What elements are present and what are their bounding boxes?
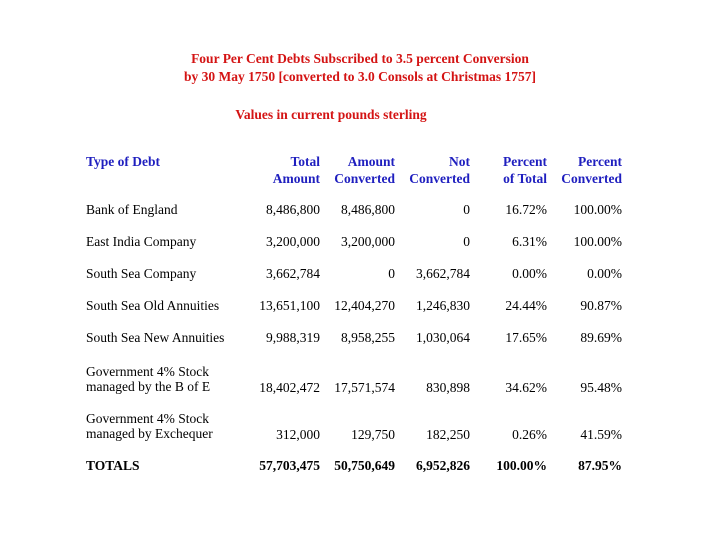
totals-not-converted: 6,952,826 [416,458,470,473]
cell-total-amount: 9,988,319 [266,330,320,345]
row-debt-type-line-1: South Sea Company [86,266,197,281]
cell-amount-converted: 12,404,270 [334,298,395,313]
header-converted-line-1: Amount [347,154,395,169]
cell-not-converted: 0 [463,202,470,217]
cell-total-amount: 8,486,800 [266,202,320,217]
row-debt-type: Bank of England [86,202,177,217]
cell-total-amount: 312,000 [276,427,320,442]
cell-total-amount: 18,402,472 [259,380,320,395]
header-percent-of-total: Percent of Total [467,153,547,187]
row-debt-type-line-1: Government 4% Stock [86,411,209,426]
header-total-amount: Total Amount [240,153,320,187]
row-debt-type-line-2: managed by Exchequer [86,426,213,441]
cell-not-converted: 182,250 [426,427,470,442]
row-debt-type: South Sea Old Annuities [86,298,219,313]
cell-percent-of-total: 17.65% [505,330,547,345]
cell-percent-converted: 90.87% [580,298,622,313]
cell-amount-converted: 17,571,574 [334,380,395,395]
cell-percent-of-total: 34.62% [505,380,547,395]
cell-percent-converted: 95.48% [580,380,622,395]
cell-amount-converted: 0 [388,266,395,281]
row-debt-type-line-2: managed by the B of E [86,379,211,394]
header-not-line-1: Not [449,154,470,169]
row-debt-type: East India Company [86,234,196,249]
row-debt-type-line-1: Bank of England [86,202,178,217]
header-not-line-2: Converted [409,171,470,186]
cell-amount-converted: 8,958,255 [341,330,395,345]
totals-percent-of-total: 100.00% [496,458,547,473]
header-percent-converted: Percent Converted [542,153,622,187]
title-line-1: Four Per Cent Debts Subscribed to 3.5 pe… [191,51,529,66]
cell-percent-of-total: 16.72% [505,202,547,217]
cell-not-converted: 3,662,784 [416,266,470,281]
cell-percent-of-total: 0.26% [512,427,547,442]
row-debt-type: Government 4% Stock managed by Exchequer [86,411,213,441]
header-not-converted: Not Converted [390,153,470,187]
cell-percent-of-total: 0.00% [512,266,547,281]
totals-label: TOTALS [86,458,140,473]
cell-not-converted: 1,246,830 [416,298,470,313]
cell-percent-converted: 0.00% [587,266,622,281]
document-subtitle: Values in current pounds sterling [235,107,427,122]
header-pct-conv-line-1: Percent [578,154,622,169]
cell-percent-converted: 100.00% [573,202,622,217]
cell-total-amount: 3,662,784 [266,266,320,281]
cell-percent-converted: 100.00% [573,234,622,249]
header-pct-conv-line-2: Converted [561,171,622,186]
totals-amount-converted: 50,750,649 [334,458,395,473]
header-amount-converted: Amount Converted [315,153,395,187]
cell-percent-of-total: 24.44% [505,298,547,313]
document-title: Four Per Cent Debts Subscribed to 3.5 pe… [0,50,720,86]
header-total-line-2: Amount [272,171,320,186]
cell-total-amount: 13,651,100 [259,298,320,313]
row-debt-type-line-1: Government 4% Stock [86,364,209,379]
cell-percent-converted: 89.69% [580,330,622,345]
cell-not-converted: 1,030,064 [416,330,470,345]
row-debt-type-line-1: East India Company [86,234,197,249]
header-type-of-debt: Type of Debt [86,154,160,169]
header-pct-total-line-2: of Total [503,171,547,186]
header-total-line-1: Total [290,154,320,169]
totals-total-amount: 57,703,475 [259,458,320,473]
row-debt-type-line-1: South Sea New Annuities [86,330,225,345]
cell-amount-converted: 129,750 [351,427,395,442]
cell-percent-of-total: 6.31% [512,234,547,249]
totals-percent-converted: 87.95% [578,458,622,473]
cell-not-converted: 0 [463,234,470,249]
row-debt-type: South Sea New Annuities [86,330,224,345]
row-debt-type-line-1: South Sea Old Annuities [86,298,220,313]
cell-total-amount: 3,200,000 [266,234,320,249]
cell-amount-converted: 8,486,800 [341,202,395,217]
row-debt-type: South Sea Company [86,266,196,281]
cell-not-converted: 830,898 [426,380,470,395]
row-debt-type: Government 4% Stock managed by the B of E [86,364,210,394]
cell-percent-converted: 41.59% [580,427,622,442]
header-pct-total-line-1: Percent [503,154,547,169]
title-line-2: by 30 May 1750 [converted to 3.0 Consols… [183,69,537,84]
cell-amount-converted: 3,200,000 [341,234,395,249]
header-converted-line-2: Converted [334,171,395,186]
